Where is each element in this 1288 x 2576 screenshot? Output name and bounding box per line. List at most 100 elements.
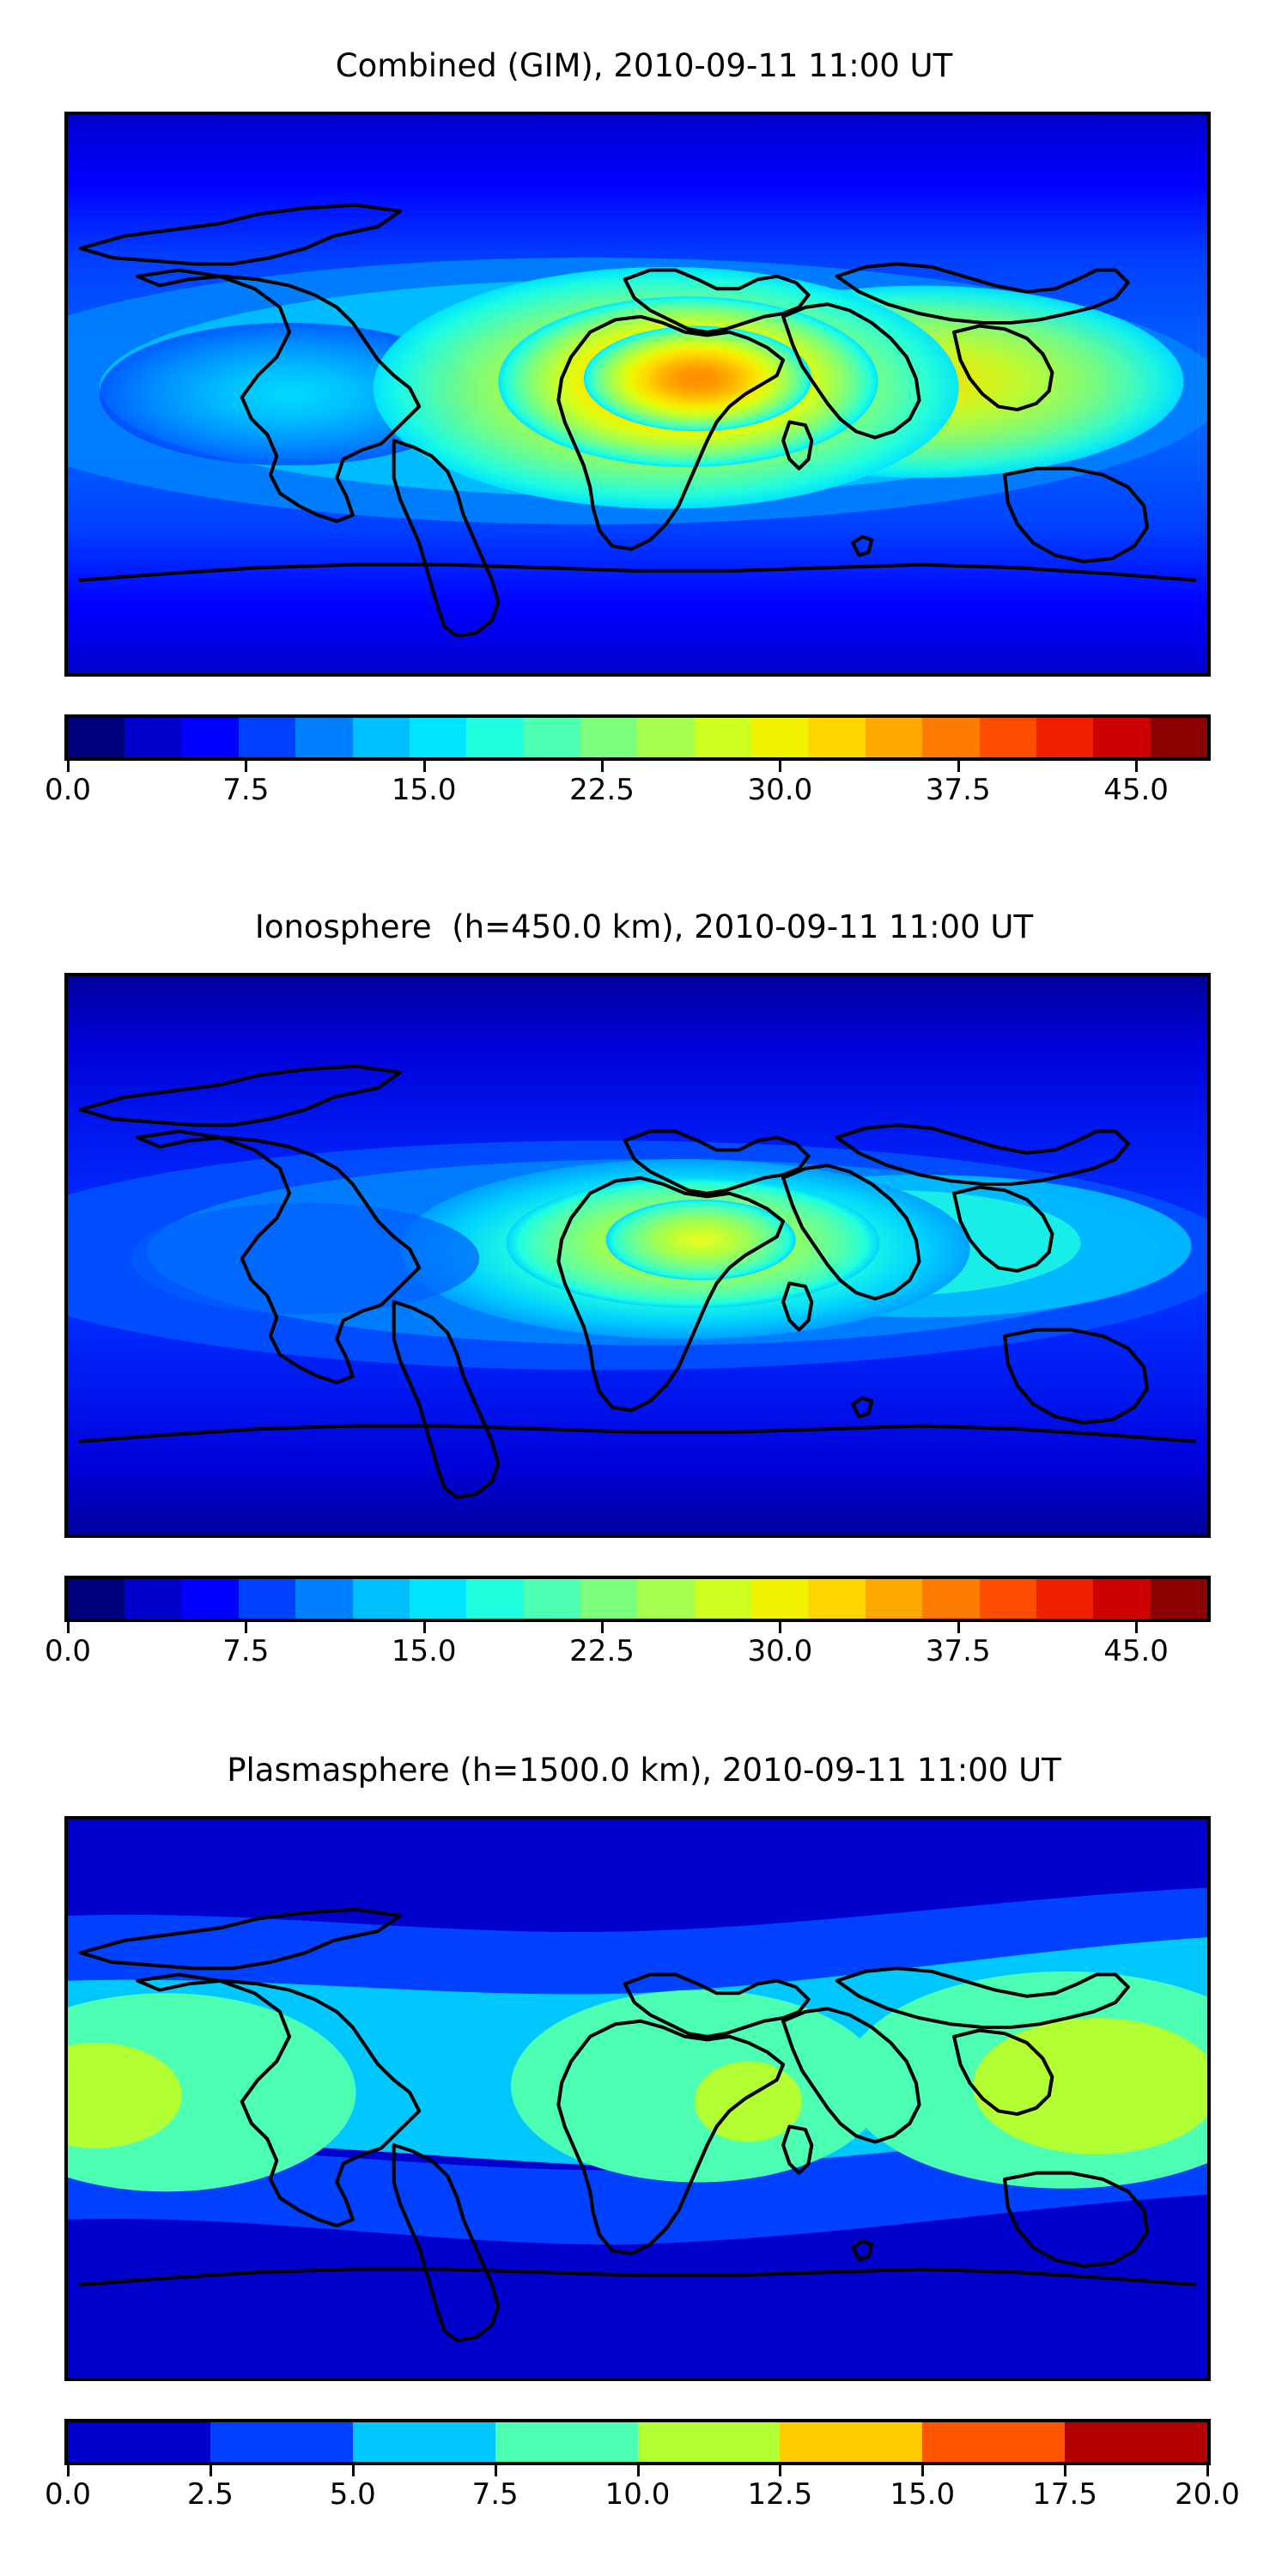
colorbar-band	[751, 718, 809, 757]
colorbar-band	[68, 2422, 210, 2462]
colorbar-tick-label: 12.5	[747, 2477, 813, 2512]
colorbar-band	[523, 718, 581, 757]
coastlines-plasmasphere	[78, 1907, 1197, 2342]
colorbar-plasmasphere: 0.0 2.5 5.0 7.5 10.0 12.5 15.0 17.5 20.0	[45, 2419, 1240, 2515]
colorbar-tick	[779, 1622, 782, 1633]
colorbar-tick	[245, 761, 248, 772]
map-plasmasphere	[64, 1816, 1211, 2381]
panel-title-plasmasphere: Plasmasphere (h=1500.0 km), 2010-09-11 1…	[227, 1752, 1061, 1789]
colorbar-tick-label: 15.0	[890, 2477, 956, 2512]
colorbar-tick-label: 0.0	[44, 2477, 92, 2512]
map-canvas-plasmasphere	[68, 1820, 1207, 2378]
colorbar-tick-label: 15.0	[391, 1634, 457, 1668]
colorbar-band	[694, 1579, 752, 1619]
colorbar-band	[751, 1579, 809, 1619]
colorbar-band	[125, 1579, 182, 1619]
colorbar-tick	[601, 1622, 605, 1633]
colorbar-ionosphere: 0.0 7.5 15.0 22.5 30.0 37.5 45.0	[45, 1576, 1211, 1672]
colorbar-tick-label: 22.5	[569, 773, 635, 807]
colorbar-tick	[351, 2465, 355, 2476]
colorbar-band	[865, 1579, 923, 1619]
colorbar-tick	[636, 2465, 640, 2476]
colorbar-band	[979, 1579, 1036, 1619]
colorbar-band	[466, 1579, 524, 1619]
colorbar-band	[694, 718, 752, 757]
colorbar-band	[922, 1579, 980, 1619]
colorbar-band	[1150, 718, 1207, 757]
colorbar-tick	[921, 2465, 925, 2476]
colorbar-band	[1150, 1579, 1207, 1619]
colorbar-band	[352, 2422, 495, 2462]
colorbar-tick	[245, 1622, 248, 1633]
colorbar-band	[295, 1579, 353, 1619]
colorbar-strip-combined-gim	[64, 714, 1211, 761]
colorbar-band	[1036, 1579, 1094, 1619]
colorbar-band	[181, 1579, 240, 1619]
colorbar-tick	[957, 1622, 960, 1633]
colorbar-tick-label: 17.5	[1032, 2477, 1097, 2512]
colorbar-ticks-ionosphere: 0.0 7.5 15.0 22.5 30.0 37.5 45.0	[45, 1622, 1211, 1672]
panel-title-combined-gim: Combined (GIM), 2010-09-11 11:00 UT	[335, 47, 953, 84]
colorbar-band	[922, 2422, 1066, 2462]
colorbar-band	[865, 718, 923, 757]
colorbar-tick-label: 30.0	[747, 773, 813, 807]
colorbar-tick-label: 37.5	[925, 1634, 991, 1668]
colorbar-band	[410, 718, 467, 757]
colorbar-strip-plasmasphere	[64, 2419, 1211, 2465]
colorbar-tick	[494, 2465, 497, 2476]
colorbar-tick	[1135, 761, 1139, 772]
colorbar-band	[808, 718, 866, 757]
colorbar-band	[637, 718, 695, 757]
colorbar-band	[466, 718, 524, 757]
colorbar-band	[352, 1579, 410, 1619]
colorbar-tick-label: 7.5	[222, 773, 270, 807]
colorbar-tick-label: 2.5	[186, 2477, 234, 2512]
colorbar-band	[580, 1579, 638, 1619]
colorbar-band	[239, 1579, 296, 1619]
map-ionosphere	[64, 973, 1211, 1538]
colorbar-strip-ionosphere	[64, 1576, 1211, 1622]
map-canvas-ionosphere	[68, 976, 1207, 1534]
colorbar-tick-label: 15.0	[391, 773, 457, 807]
colorbar-tick	[1206, 2465, 1209, 2476]
map-canvas-combined-gim	[68, 115, 1207, 673]
colorbar-ticks-plasmasphere: 0.0 2.5 5.0 7.5 10.0 12.5 15.0 17.5 20.0	[45, 2465, 1240, 2515]
colorbar-tick-label: 45.0	[1103, 1634, 1169, 1668]
panel-title-ionosphere: Ionosphere (h=450.0 km), 2010-09-11 11:0…	[254, 908, 1034, 945]
colorbar-tick-label: 30.0	[747, 1634, 813, 1668]
colorbar-band	[1093, 1579, 1151, 1619]
colorbar-band	[352, 718, 410, 757]
colorbar-tick-label: 45.0	[1103, 773, 1169, 807]
colorbar-band	[1036, 718, 1094, 757]
colorbar-band	[1093, 718, 1151, 757]
colorbar-tick-label: 10.0	[605, 2477, 671, 2512]
colorbar-tick-label: 22.5	[569, 1634, 635, 1668]
colorbar-band	[181, 718, 240, 757]
colorbar-tick	[1135, 1622, 1139, 1633]
colorbar-band	[495, 2422, 638, 2462]
colorbar-tick	[601, 761, 605, 772]
colorbar-tick-label: 37.5	[925, 773, 991, 807]
colorbar-tick-label: 5.0	[329, 2477, 376, 2512]
colorbar-tick	[422, 761, 426, 772]
colorbar-tick-label: 7.5	[222, 1634, 270, 1668]
colorbar-band	[1065, 2422, 1207, 2462]
colorbar-band	[580, 718, 638, 757]
colorbar-band	[922, 718, 980, 757]
colorbar-tick-label: 0.0	[44, 773, 92, 807]
colorbar-band	[808, 1579, 866, 1619]
colorbar-band	[523, 1579, 581, 1619]
colorbar-band	[68, 1579, 125, 1619]
colorbar-tick-label: 0.0	[44, 1634, 92, 1668]
colorbar-band	[979, 718, 1036, 757]
coastlines-combined-gim	[78, 203, 1197, 638]
colorbar-ticks-combined-gim: 0.0 7.5 15.0 22.5 30.0 37.5 45.0	[45, 761, 1211, 811]
colorbar-band	[210, 2422, 353, 2462]
colorbar-band	[239, 718, 296, 757]
colorbar-band	[125, 718, 182, 757]
colorbar-tick	[422, 1622, 426, 1633]
colorbar-tick	[209, 2465, 212, 2476]
colorbar-tick	[1064, 2465, 1067, 2476]
colorbar-tick-label: 7.5	[471, 2477, 519, 2512]
colorbar-band	[68, 718, 125, 757]
